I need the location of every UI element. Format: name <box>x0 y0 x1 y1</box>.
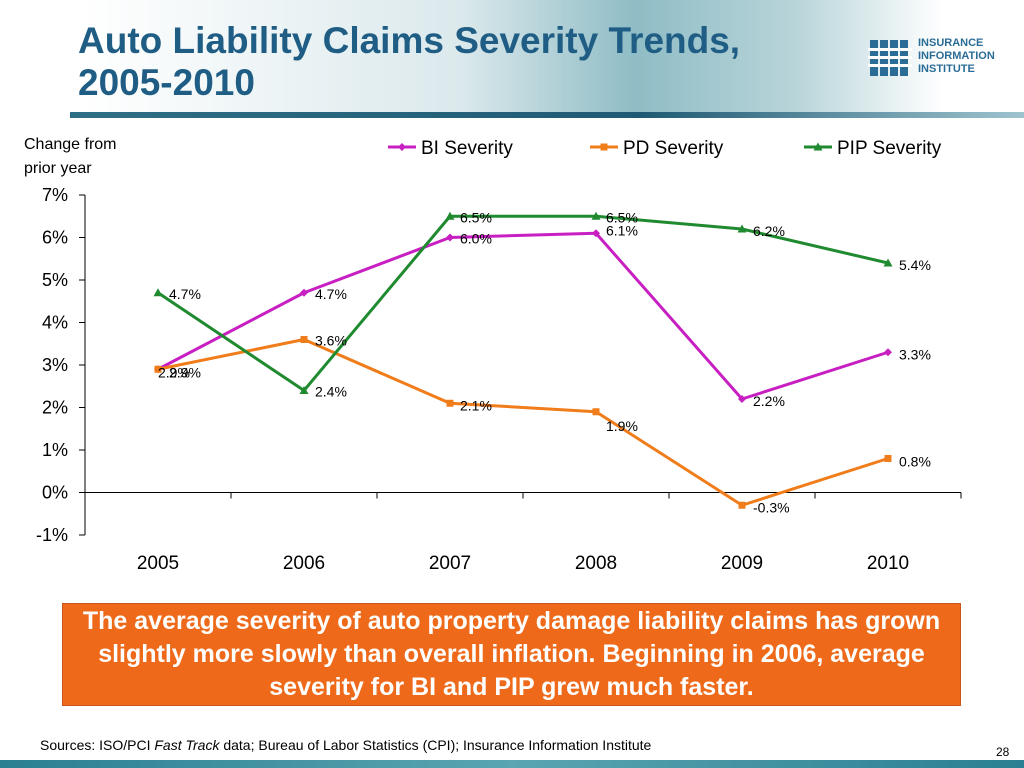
header-background <box>0 0 1024 118</box>
pd-point <box>154 365 162 373</box>
bi-data-label: 3.3% <box>899 346 931 362</box>
logo-line-1: INSURANCE <box>918 37 984 49</box>
y-tick-label: 3% <box>42 355 68 375</box>
pd-point <box>300 336 308 343</box>
pip-point <box>299 386 309 394</box>
bi-data-label: 6.1% <box>606 222 638 238</box>
bi-series-line <box>157 231 889 401</box>
x-tick-label: 2006 <box>283 553 325 574</box>
y-tick-label: 4% <box>42 313 68 333</box>
x-tick-label: 2009 <box>721 553 763 574</box>
x-tick-label: 2008 <box>575 553 617 574</box>
pip-data-label: 6.5% <box>460 209 492 225</box>
pip-data-label: 6.2% <box>753 223 785 239</box>
pd-data-label: -0.3% <box>753 499 790 515</box>
sources-suffix: data; Bureau of Labor Statistics (CPI); … <box>219 737 652 753</box>
bi-data-label: 2.9% <box>158 364 190 380</box>
pd-data-label: 0.8% <box>899 454 931 470</box>
x-tick-label: 2010 <box>867 553 909 574</box>
y-tick-label: 2% <box>42 398 68 418</box>
callout-text: The average severity of auto property da… <box>82 607 941 701</box>
legend-marker <box>398 143 406 151</box>
pip-data-label: 4.7% <box>169 286 201 302</box>
pip-data-label: 5.4% <box>899 257 931 273</box>
chart-legend: BI Severity PD Severity PIP Severity <box>388 138 942 159</box>
y-tick-label: -1% <box>36 525 68 545</box>
pd-point <box>738 501 746 509</box>
y-tick-label: 6% <box>42 228 68 248</box>
legend-label: PIP Severity <box>837 138 942 159</box>
pd-point <box>592 408 600 416</box>
header-divider <box>70 112 1024 118</box>
chart-series: 2.9% 4.7% 6.0% 6.1% 2.2% 3.3% 2.9% 3.6% 2.1% 1.9%… <box>153 209 931 515</box>
y-axis-label-line-2: prior year <box>24 160 92 177</box>
title-line-2: 2005-2010 <box>78 62 255 103</box>
pd-point <box>446 399 454 407</box>
sources-prefix: Sources: ISO/PCI <box>40 737 155 753</box>
y-tick-label: 5% <box>42 270 68 290</box>
bi-data-label: 2.2% <box>753 393 785 409</box>
y-tick-label: 0% <box>42 483 68 503</box>
bi-point <box>738 395 746 403</box>
logo-text: INSURANCE INFORMATION INSTITUTE <box>918 37 995 76</box>
bi-point <box>446 233 454 242</box>
page-number: 28 <box>996 745 1010 759</box>
pip-data-label: 2.4% <box>315 384 347 400</box>
bi-data-label: 4.7% <box>315 286 347 302</box>
iii-logo-icon <box>868 40 912 76</box>
pip-point <box>737 224 747 233</box>
logo-line-3: INSTITUTE <box>918 63 975 75</box>
legend-label: PD Severity <box>623 138 724 159</box>
pd-data-label: 3.6% <box>315 333 347 349</box>
x-tick-label: 2007 <box>429 553 471 574</box>
bi-data-label: 6.0% <box>460 231 492 247</box>
severity-line-chart: Change from prior year -1% 0% 1% 2% 3% 4% 5% 6%… <box>24 136 962 574</box>
legend-label: BI Severity <box>421 138 513 159</box>
chart-axes: -1% 0% 1% 2% 3% 4% 5% 6% 7% 2005 2006 2007 2008 2009 2… <box>36 185 962 574</box>
pip-data-label: 6.5% <box>606 209 638 225</box>
sources-note: Sources: ISO/PCI Fast Track data; Bureau… <box>40 737 651 753</box>
bi-point <box>592 229 600 238</box>
pip-point <box>883 258 893 267</box>
pd-data-label: 2.1% <box>460 397 492 413</box>
x-tick-label: 2005 <box>137 553 179 574</box>
page-title: Auto Liability Claims Severity Trends, 2… <box>78 20 740 104</box>
pip-point <box>591 211 601 220</box>
pd-data-label: 1.9% <box>606 418 638 434</box>
footer-band <box>0 760 1024 768</box>
pd-point <box>884 455 892 462</box>
logo-line-2: INFORMATION <box>918 50 995 62</box>
y-tick-label: 7% <box>42 185 68 205</box>
pip-point <box>153 288 163 297</box>
title-line-1: Auto Liability Claims Severity Trends, <box>78 20 741 61</box>
y-tick-label: 1% <box>42 440 68 460</box>
sources-italic: Fast Track <box>154 737 220 753</box>
bi-point <box>300 288 308 297</box>
pd-series-line <box>157 338 889 507</box>
legend-marker <box>600 143 608 151</box>
callout-box: The average severity of auto property da… <box>62 603 961 706</box>
pip-series-line <box>157 214 889 392</box>
pd-data-label: 2.9% <box>169 364 201 380</box>
bi-point <box>884 348 892 357</box>
y-axis-label-line-1: Change from <box>24 136 117 153</box>
iii-logo: INSURANCE INFORMATION INSTITUTE <box>868 36 1018 80</box>
pip-point <box>445 211 455 220</box>
legend-marker <box>813 142 823 151</box>
